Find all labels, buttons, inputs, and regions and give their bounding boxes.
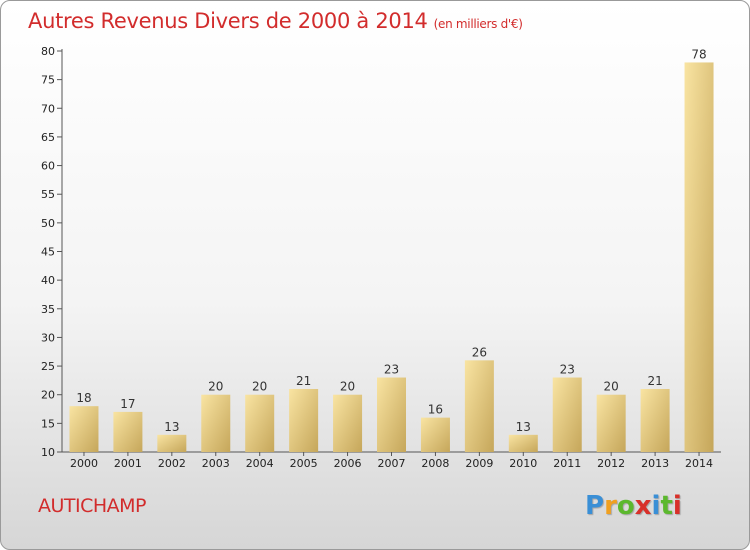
y-tick-label: 65 (41, 131, 55, 144)
bar (464, 360, 494, 452)
x-tick-label: 2006 (334, 457, 362, 470)
bar (596, 394, 626, 452)
chart-subtitle: (en milliers d'€) (433, 17, 523, 31)
x-tick-label: 2005 (290, 457, 318, 470)
bar-value-label: 20 (252, 380, 267, 394)
y-tick-label: 30 (41, 331, 55, 344)
bar (684, 62, 714, 452)
x-tick-label: 2008 (421, 457, 449, 470)
bar-value-label: 18 (76, 391, 91, 405)
bar (640, 388, 670, 452)
chart-title-text: Autres Revenus Divers de 2000 à 2014 (28, 9, 428, 33)
y-tick-label: 10 (41, 446, 55, 459)
y-tick-label: 25 (41, 360, 55, 373)
logo-letter: i (672, 491, 682, 521)
bars: 18 17 13 20 20 21 20 23 16 26 13 23 20 21 78 (69, 47, 714, 452)
bar (69, 406, 99, 452)
bar (289, 388, 319, 452)
bar-value-label: 20 (340, 380, 355, 394)
y-tick-label: 60 (41, 160, 55, 173)
bar (420, 417, 450, 452)
bar (377, 377, 406, 452)
y-tick-label: 45 (41, 246, 55, 259)
logo-letter: x (634, 491, 652, 521)
bar (552, 377, 582, 452)
logo-letter: P (585, 491, 605, 521)
bar (113, 411, 143, 452)
y-tick-label: 20 (41, 389, 55, 402)
x-tick-label: 2001 (114, 457, 142, 470)
x-tick-label: 2010 (509, 457, 537, 470)
logo-letter: o (616, 491, 635, 521)
y-tick-label: 40 (41, 274, 55, 287)
x-tick-label: 2011 (553, 457, 581, 470)
bar-value-label: 21 (647, 374, 662, 388)
bar (201, 394, 231, 452)
bar-value-label: 13 (164, 420, 179, 434)
bar-value-label: 20 (208, 380, 223, 394)
y-tick-label: 75 (41, 74, 55, 87)
bar (333, 394, 363, 452)
x-tick-label: 2002 (158, 457, 186, 470)
x-tick-label: 2013 (641, 457, 669, 470)
bar-value-label: 20 (604, 380, 619, 394)
bar-value-label: 21 (296, 374, 311, 388)
y-tick-label: 35 (41, 303, 55, 316)
proxiti-logo: Proxiti (585, 491, 682, 521)
x-tick-label: 2014 (685, 457, 713, 470)
x-tick-label: 2004 (246, 457, 274, 470)
y-tick-label: 50 (41, 217, 55, 230)
y-tick-label: 80 (41, 45, 55, 58)
x-tick-label: 2009 (465, 457, 493, 470)
chart-title: Autres Revenus Divers de 2000 à 2014 (en … (28, 9, 523, 33)
bar (245, 394, 275, 452)
axes: 10 15 20 25 30 35 40 45 50 55 60 65 70 75 80 2000 2001 20… (41, 45, 721, 470)
bar-value-label: 78 (691, 47, 706, 61)
x-tick-label: 2012 (597, 457, 625, 470)
x-tick-label: 2007 (378, 457, 406, 470)
commune-name: AUTICHAMP (38, 495, 147, 517)
bar-value-label: 13 (516, 420, 531, 434)
bar-value-label: 17 (120, 397, 135, 411)
bar-value-label: 16 (428, 403, 443, 417)
x-tick-label: 2003 (202, 457, 230, 470)
logo-letter: i (651, 491, 661, 521)
bar (157, 434, 187, 452)
logo-letter: r (604, 491, 617, 521)
bar-value-label: 23 (560, 363, 575, 377)
bar-value-label: 23 (384, 363, 399, 377)
bar (508, 434, 538, 452)
y-tick-label: 15 (41, 417, 55, 430)
y-tick-label: 70 (41, 102, 55, 115)
x-tick-label: 2000 (70, 457, 98, 470)
logo-letter: t (660, 491, 673, 521)
y-tick-label: 55 (41, 188, 55, 201)
bar-value-label: 26 (472, 345, 487, 359)
